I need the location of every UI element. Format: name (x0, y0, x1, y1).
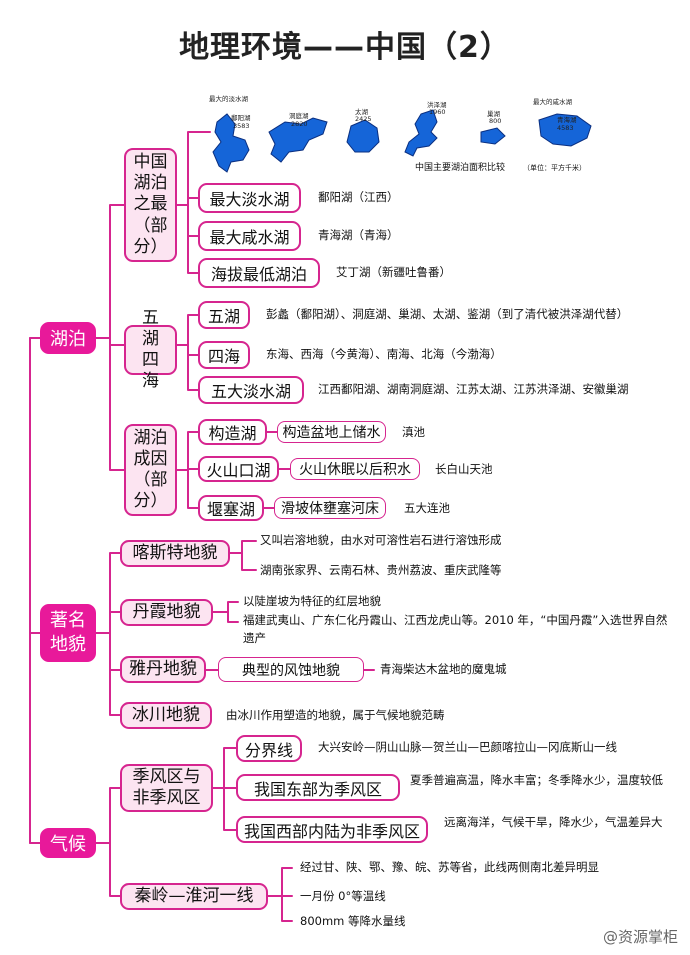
five-lakes-four-seas-node: 五湖四海 (124, 308, 177, 391)
lowest-lake-desc: 艾丁湖（新疆吐鲁番） (336, 265, 451, 279)
hongze-lake-shape (404, 109, 438, 157)
five-freshwater-lakes-node: 五大淡水湖 (198, 376, 304, 404)
svg-text:巢湖: 巢湖 (487, 109, 501, 118)
largest-freshwater-lake-desc: 鄱阳湖（江西） (318, 190, 399, 204)
lakes-node: 湖泊 (40, 322, 96, 354)
yardang-node: 雅丹地貌 (120, 656, 206, 683)
karst-desc-1: 又叫岩溶地貌，由水对可溶性岩石进行溶蚀形成 (260, 533, 502, 547)
boundary-line-desc: 大兴安岭—阴山山脉—贺兰山—巴颜喀拉山—冈底斯山一线 (318, 740, 617, 754)
chao-lake-shape (480, 127, 506, 145)
dongting-lake-shape (268, 117, 328, 163)
qinling-desc-2: 一月份 0°等温线 (300, 889, 386, 903)
barrier-lake-node: 堰塞湖 (198, 495, 264, 521)
page-title: 地理环境——中国（2） (179, 30, 511, 65)
tai-lake-shape (346, 119, 380, 153)
qinling-huaihe-node: 秦岭—淮河一线 (120, 883, 268, 910)
tectonic-lake-cause: 构造盆地上储水 (277, 421, 386, 443)
svg-text:洪泽湖: 洪泽湖 (427, 100, 447, 109)
danxia-node: 丹霞地貌 (120, 599, 213, 626)
svg-text:太湖: 太湖 (355, 107, 369, 116)
five-lakes-node: 五湖 (198, 301, 250, 329)
crater-lake-cause: 火山休眠以后积水 (290, 458, 420, 480)
glacial-desc: 由冰川作用塑造的地貌，属于气候地貌范畴 (226, 708, 445, 722)
qinling-desc-3: 800mm 等降水量线 (300, 914, 406, 928)
crater-lake-node: 火山口湖 (198, 456, 279, 482)
svg-text:洞庭湖: 洞庭湖 (289, 111, 309, 120)
five-freshwater-lakes-desc: 江西鄱阳湖、湖南洞庭湖、江苏太湖、江苏洪泽湖、安徽巢湖 (318, 382, 629, 396)
fresh-lake-label: 最大的淡水湖 (209, 94, 249, 103)
four-seas-desc: 东海、西海（今黄海）、南海、北海（今渤海） (266, 347, 502, 361)
qinling-desc-1: 经过甘、陕、鄂、豫、皖、苏等省，此线两侧南北差异明显 (300, 860, 599, 874)
largest-saltwater-lake-node: 最大咸水湖 (198, 221, 301, 251)
four-seas-node: 四海 (198, 341, 250, 369)
west-nonmonsoon-node: 我国西部内陆为非季风区 (236, 816, 428, 843)
yardang-sub-node: 典型的风蚀地貌 (218, 657, 364, 682)
tectonic-lake-example: 滇池 (402, 425, 425, 439)
monsoon-node: 季风区与非季风区 (120, 764, 213, 812)
crater-lake-example: 长白山天池 (435, 462, 493, 476)
barrier-lake-cause: 滑坡体壅塞河床 (274, 497, 386, 519)
svg-text:3583: 3583 (233, 122, 250, 130)
west-nonmonsoon-desc: 远离海洋，气候干旱，降水少，气温差异大 (444, 815, 663, 829)
svg-text:4583: 4583 (557, 124, 574, 132)
watermark: @资源掌柜 (602, 928, 678, 946)
svg-text:1960: 1960 (429, 108, 446, 116)
karst-desc-2: 湖南张家界、云南石林、贵州荔波、重庆武隆等 (260, 563, 502, 577)
svg-text:2820: 2820 (291, 120, 308, 128)
east-monsoon-node: 我国东部为季风区 (236, 774, 400, 801)
glacial-node: 冰川地貌 (120, 702, 212, 729)
lake-figure-unit: （单位：平方千米） (523, 163, 586, 172)
yardang-desc: 青海柴达木盆地的魔鬼城 (380, 662, 507, 676)
karst-node: 喀斯特地貌 (120, 540, 230, 567)
lake-area-figure: 最大的淡水湖 最大的咸水湖 鄱阳湖 3583 洞庭湖 2820 太湖 2425 … (205, 92, 595, 184)
lake-formation-node: 湖泊成因（部分） (124, 424, 177, 516)
poyang-lake-shape (212, 113, 250, 173)
barrier-lake-example: 五大连池 (404, 501, 450, 515)
svg-text:青海湖: 青海湖 (557, 115, 577, 124)
landforms-node: 著名地貌 (40, 604, 96, 662)
climate-node: 气候 (40, 828, 96, 858)
svg-text:鄱阳湖: 鄱阳湖 (231, 113, 251, 122)
east-monsoon-desc: 夏季普遍高温，降水丰富；冬季降水少，温度较低 (410, 773, 663, 787)
largest-saltwater-lake-desc: 青海湖（青海） (318, 228, 399, 242)
tectonic-lake-node: 构造湖 (198, 419, 267, 445)
lake-records-node: 中国湖泊之最（部分） (124, 148, 177, 262)
danxia-desc-2: 福建武夷山、广东仁化丹霞山、江西龙虎山等。2010 年，“中国丹霞”入选世界自然… (243, 613, 668, 645)
svg-text:2425: 2425 (355, 115, 372, 123)
salt-lake-label: 最大的咸水湖 (533, 97, 573, 106)
svg-text:800: 800 (489, 117, 501, 125)
lake-figure-caption: 中国主要湖泊面积比较 (415, 161, 505, 173)
largest-freshwater-lake-node: 最大淡水湖 (198, 183, 301, 213)
qinghai-lake-shape (538, 113, 592, 147)
five-lakes-desc: 彭蠡（鄱阳湖）、洞庭湖、巢湖、太湖、鉴湖（到了清代被洪泽湖代替） (266, 307, 629, 321)
danxia-desc-1: 以陡崖坡为特征的红层地貌 (243, 594, 381, 608)
lowest-lake-node: 海拔最低湖泊 (198, 258, 320, 288)
boundary-line-node: 分界线 (236, 735, 302, 762)
